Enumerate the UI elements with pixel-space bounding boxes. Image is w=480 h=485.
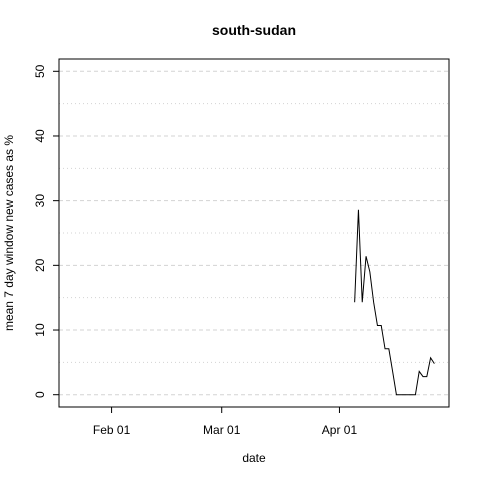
y-tick-label: 30	[33, 194, 47, 208]
x-tick-label: Feb 01	[93, 423, 131, 437]
y-tick-label: 10	[33, 323, 47, 337]
y-tick-label: 20	[33, 258, 47, 272]
x-tick-label: Apr 01	[322, 423, 358, 437]
chart-title: south-sudan	[212, 22, 296, 38]
x-axis-label: date	[242, 451, 266, 465]
x-tick-label: Mar 01	[203, 423, 241, 437]
y-axis: 0 10 20 30 40 50	[33, 64, 59, 398]
plot-frame	[58, 58, 450, 408]
y-tick-label: 0	[33, 391, 47, 398]
y-tick-label: 40	[33, 129, 47, 143]
grid-layer	[59, 70, 449, 396]
x-axis: Feb 01 Mar 01 Apr 01	[93, 407, 358, 437]
series-line	[354, 209, 435, 396]
y-axis-label: mean 7 day window new cases as %	[2, 135, 16, 331]
series-layer	[354, 209, 435, 396]
y-tick-label: 50	[33, 64, 47, 78]
